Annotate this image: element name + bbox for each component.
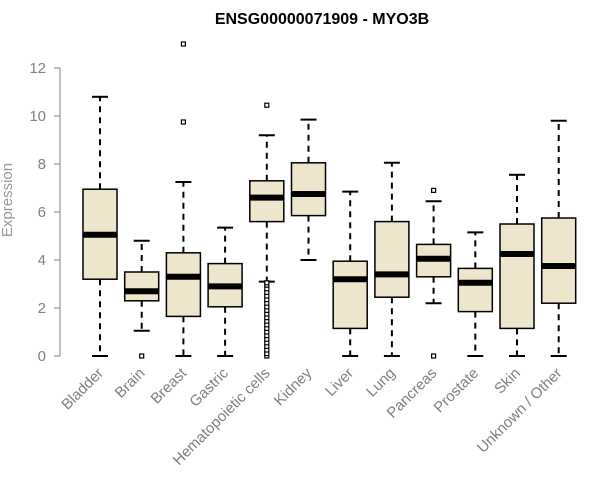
y-tick-label: 4 <box>38 252 46 269</box>
y-tick-label: 0 <box>38 348 46 365</box>
box-iqr <box>290 162 327 217</box>
box-iqr <box>540 217 577 304</box>
box-group-unknown-other <box>540 119 577 357</box>
outlier-point <box>180 119 186 125</box>
box-group-prostate <box>457 231 494 357</box>
chart-title: ENSG00000071909 - MYO3B <box>215 11 429 28</box>
y-tick-label: 10 <box>29 108 46 125</box>
box-iqr <box>499 223 535 330</box>
outlier-point <box>180 41 186 47</box>
box-iqr <box>123 271 160 302</box>
y-tick-label: 6 <box>38 204 46 221</box>
x-tick-label: Skin <box>491 365 524 398</box>
box-iqr <box>249 180 285 223</box>
x-tick-label: Bladder <box>58 365 107 414</box>
box-group-lung <box>374 161 410 357</box>
box-group-pancreas <box>415 187 452 359</box>
box-group-hematopoietic-cells <box>249 102 285 359</box>
x-tick-label: Breast <box>148 364 191 407</box>
x-tick-label: Brain <box>112 365 149 402</box>
y-tick-label: 12 <box>29 60 46 77</box>
outlier-point <box>431 187 437 193</box>
y-axis-label: Expression <box>0 163 16 237</box>
box-group-breast <box>165 41 202 357</box>
outlier-point <box>264 280 270 286</box>
x-tick-label: Liver <box>322 365 357 400</box>
x-tick-label: Kidney <box>271 364 316 409</box>
box-group-skin <box>499 173 535 357</box>
box-group-gastric <box>207 226 243 357</box>
box-group-liver <box>332 190 368 357</box>
boxes <box>82 41 577 359</box>
box-group-kidney <box>290 118 327 261</box>
outlier-point <box>264 102 270 108</box>
y-tick-label: 8 <box>38 156 46 173</box>
y-ticks: 0 2 4 6 8 10 12 <box>29 60 60 365</box>
box-iqr <box>374 220 410 298</box>
box-iqr <box>165 252 202 318</box>
x-tick-label: Lung <box>363 365 399 401</box>
outlier-point <box>139 353 145 359</box>
box-group-brain <box>123 239 160 359</box>
box-iqr <box>457 267 494 313</box>
x-tick-label: Prostate <box>431 365 483 417</box>
y-tick-label: 2 <box>38 300 46 317</box>
outlier-point <box>431 353 437 359</box>
box-iqr <box>332 260 368 330</box>
box-group-bladder <box>82 95 118 357</box>
